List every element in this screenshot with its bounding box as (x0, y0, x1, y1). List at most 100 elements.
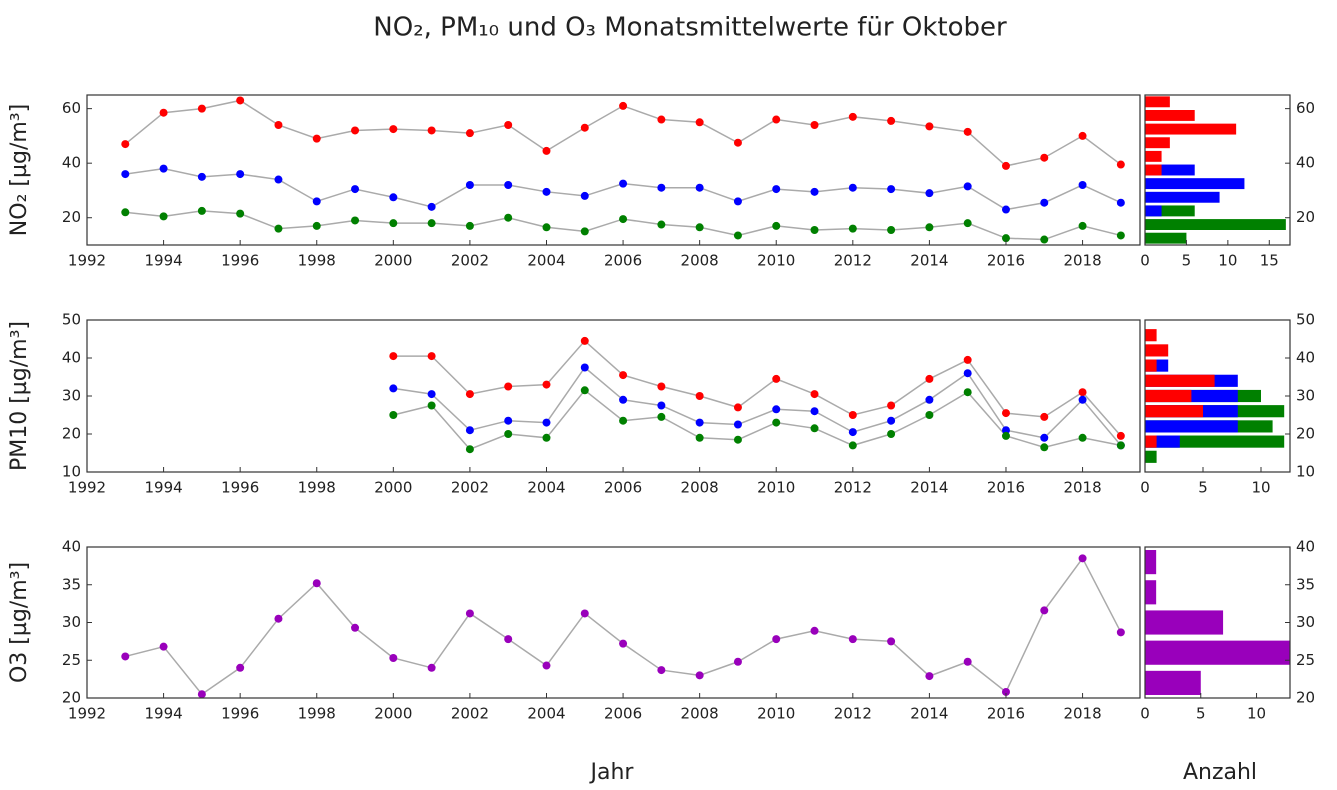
data-point (580, 363, 589, 372)
data-point (1001, 161, 1010, 170)
data-point (465, 181, 474, 189)
data-point (925, 374, 934, 383)
data-point (504, 635, 513, 644)
histogram-bar (1145, 374, 1215, 387)
data-point (504, 181, 513, 189)
data-point (810, 187, 819, 196)
data-point (465, 129, 474, 138)
data-point (963, 355, 972, 364)
histogram-bar (1145, 344, 1169, 357)
data-point (810, 226, 819, 234)
data-point (1116, 628, 1125, 637)
data-point (121, 652, 130, 661)
x-tick-label: 2006 (604, 252, 642, 270)
x-tick-label: 1996 (221, 252, 259, 270)
data-point (1001, 409, 1010, 418)
data-point (542, 223, 551, 232)
y-tick-label: 40 (1296, 349, 1315, 367)
histogram-bar (1145, 640, 1290, 665)
data-point (197, 172, 206, 181)
data-point (925, 122, 934, 131)
data-point (580, 386, 589, 395)
x-tick-label: 2012 (834, 252, 872, 270)
data-point (810, 424, 819, 433)
data-point (312, 134, 321, 143)
data-point (504, 213, 513, 222)
histogram-bar (1145, 580, 1157, 605)
data-point (695, 223, 704, 232)
data-point (465, 445, 474, 454)
data-point (695, 392, 704, 400)
data-point (657, 666, 666, 675)
y-tick-label: 20 (62, 208, 81, 226)
y-tick-label: 10 (62, 463, 81, 481)
data-point (925, 395, 934, 404)
x-tick-label: 5 (1198, 479, 1208, 497)
data-point (1040, 433, 1049, 442)
data-point (312, 197, 321, 206)
data-point (312, 579, 321, 588)
x-tick-label: 2010 (757, 479, 795, 497)
x-tick-label: 2016 (987, 252, 1025, 270)
data-point (1040, 153, 1049, 162)
x-tick-label: 2010 (757, 705, 795, 723)
data-point (657, 220, 666, 229)
data-point (504, 416, 513, 425)
y-tick-label: 40 (1296, 538, 1315, 556)
x-tick-label: 2000 (374, 252, 412, 270)
x-tick-label: 1994 (144, 252, 182, 270)
data-point (1001, 234, 1010, 243)
series-line (393, 339, 1122, 437)
data-point (389, 384, 398, 393)
data-point (848, 224, 857, 233)
y-tick-label: 60 (1296, 99, 1315, 117)
histogram-bar (1145, 178, 1245, 190)
data-point (619, 395, 628, 404)
data-point (848, 635, 857, 644)
y-axis-label: NO₂ [µg/m³] (7, 104, 32, 236)
x-tick-label: 0 (1140, 705, 1150, 723)
histogram-bar (1145, 164, 1162, 176)
data-point (810, 407, 819, 416)
x-tick-label: 2016 (987, 705, 1025, 723)
data-point (963, 182, 972, 191)
data-point (772, 115, 781, 124)
data-point (542, 146, 551, 155)
x-tick-label: 10 (1218, 252, 1237, 270)
data-point (159, 164, 168, 173)
histogram-bar (1145, 359, 1157, 372)
y-tick-label: 20 (1296, 208, 1315, 226)
data-point (772, 405, 781, 414)
x-tick-label: 2014 (910, 705, 948, 723)
histogram-bar (1145, 232, 1187, 244)
x-tick-label: 2000 (374, 705, 412, 723)
x-tick-label: 0 (1140, 252, 1150, 270)
data-point (887, 226, 896, 234)
data-point (619, 371, 628, 380)
data-point (197, 690, 206, 699)
histogram-bar (1145, 150, 1162, 162)
data-point (733, 138, 742, 147)
data-point (504, 121, 513, 129)
data-point (963, 657, 972, 666)
x-tick-label: 2010 (757, 252, 795, 270)
data-point (925, 189, 934, 198)
data-point (465, 609, 474, 618)
data-point (465, 390, 474, 399)
data-point (427, 126, 436, 135)
data-point (657, 412, 666, 421)
data-point (733, 197, 742, 206)
data-point (1078, 554, 1087, 563)
x-tick-label: 2002 (451, 705, 489, 723)
x-tick-label: 2008 (681, 705, 719, 723)
data-point (733, 657, 742, 666)
data-point (619, 639, 628, 648)
data-point (580, 227, 589, 236)
x-tick-label: 2002 (451, 479, 489, 497)
histogram-bar (1145, 164, 1195, 176)
x-tick-label: 10 (1251, 479, 1270, 497)
x-tick-label: 1994 (144, 705, 182, 723)
data-point (542, 661, 551, 670)
data-point (427, 390, 436, 399)
x-tick-label: 2008 (681, 479, 719, 497)
